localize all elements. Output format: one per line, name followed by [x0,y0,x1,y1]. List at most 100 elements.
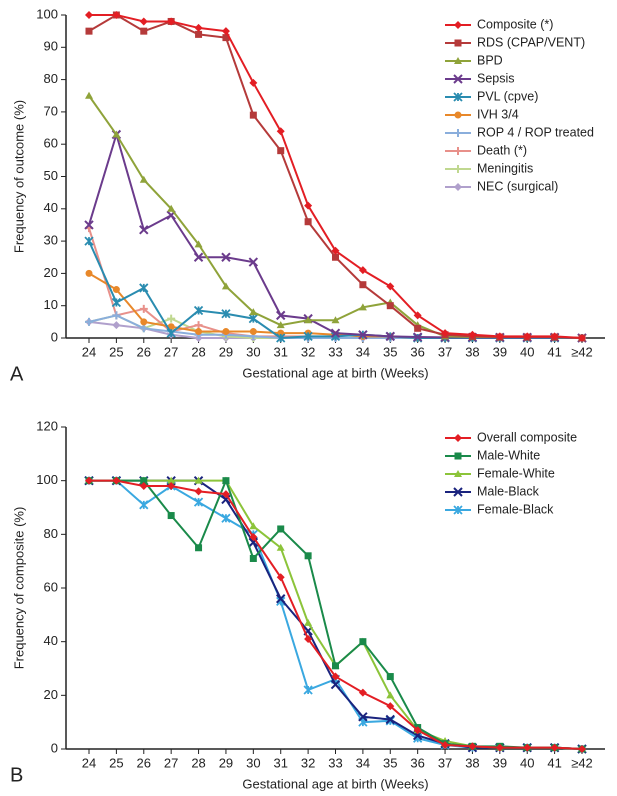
x-tick-label: 41 [547,344,561,359]
y-tick-label: 100 [36,472,58,487]
marker [468,330,477,339]
marker [139,17,148,26]
marker [195,328,203,336]
marker [359,281,367,289]
legend-label: ROP 4 / ROP treated [477,125,594,139]
y-tick-label: 50 [44,168,58,183]
marker [85,11,93,19]
marker [358,266,367,275]
marker [454,434,462,442]
series-line [89,477,583,750]
y-tick-label: 60 [44,579,58,594]
marker [454,147,462,155]
marker [222,328,230,336]
y-tick-label: 0 [51,740,58,755]
marker [112,130,121,138]
marker [166,328,176,338]
legend-label: IVH 3/4 [477,107,519,121]
marker [85,91,93,99]
x-tick-label: 37 [438,755,452,770]
series-line [88,13,583,339]
marker [112,11,121,19]
legend: Overall composite Male-White Female-White M… [445,430,577,516]
marker [139,500,149,510]
marker [453,487,463,497]
marker [386,702,395,711]
marker [167,204,176,212]
marker [249,111,257,119]
marker [139,482,148,491]
marker [112,321,121,330]
marker [112,476,121,485]
marker [414,324,422,332]
x-tick-label: 38 [465,755,479,770]
y-axis-title: Frequency of outcome (%) [11,100,26,253]
x-tick-label: 28 [191,755,205,770]
marker [249,328,257,336]
marker [194,476,203,484]
x-tick-label: 26 [137,755,151,770]
y-axis-title: Frequency of composite (%) [11,507,26,670]
marker [167,476,176,484]
y-tick-label: 70 [44,103,58,118]
marker [386,282,395,291]
x-tick-label: 35 [383,755,397,770]
marker [193,252,204,262]
y-tick-label: 40 [44,200,58,215]
marker [139,304,148,313]
marker [276,333,286,343]
marker [276,573,285,582]
x-tick-label: 24 [82,755,96,770]
marker [453,505,463,515]
marker [222,34,230,42]
marker [112,311,121,320]
x-tick-label: 32 [301,755,315,770]
x-tick-label: 33 [328,344,342,359]
marker [454,470,462,477]
marker [221,282,230,290]
series-line [88,272,582,339]
legend-label: BPD [477,53,503,67]
y-tick-label: 30 [44,233,58,248]
marker [303,685,313,695]
y-tick-label: 20 [44,687,58,702]
legend-label: NEC (surgical) [477,179,558,193]
panel-label: B [10,764,23,786]
marker [222,477,230,485]
x-tick-label: 26 [137,344,151,359]
marker [304,316,313,324]
x-tick-label: 36 [410,755,424,770]
marker [495,743,504,752]
x-tick-label: 30 [246,344,260,359]
marker [454,57,462,64]
marker [139,175,148,183]
marker [495,332,504,341]
x-tick-label: 41 [547,755,561,770]
marker [249,554,257,562]
x-tick-label: 34 [356,344,370,359]
marker [85,27,93,35]
marker [454,21,462,29]
marker [578,334,586,342]
marker [139,283,149,293]
x-axis-title: Gestational age at birth (Weeks) [242,365,428,380]
y-tick-label: 80 [44,526,58,541]
marker [140,477,148,485]
marker [358,330,368,340]
x-tick-label: 39 [493,755,507,770]
marker [453,74,463,84]
x-tick-label: 34 [356,755,370,770]
marker [276,321,285,329]
series-line [89,479,583,750]
marker [85,317,93,326]
marker [140,318,148,326]
x-tick-label: 29 [219,755,233,770]
marker [277,147,285,155]
marker [221,490,230,499]
y-tick-label: 20 [44,265,58,280]
marker [167,314,176,323]
marker [441,740,450,749]
y-tick-label: 120 [36,418,58,433]
marker [277,329,285,337]
